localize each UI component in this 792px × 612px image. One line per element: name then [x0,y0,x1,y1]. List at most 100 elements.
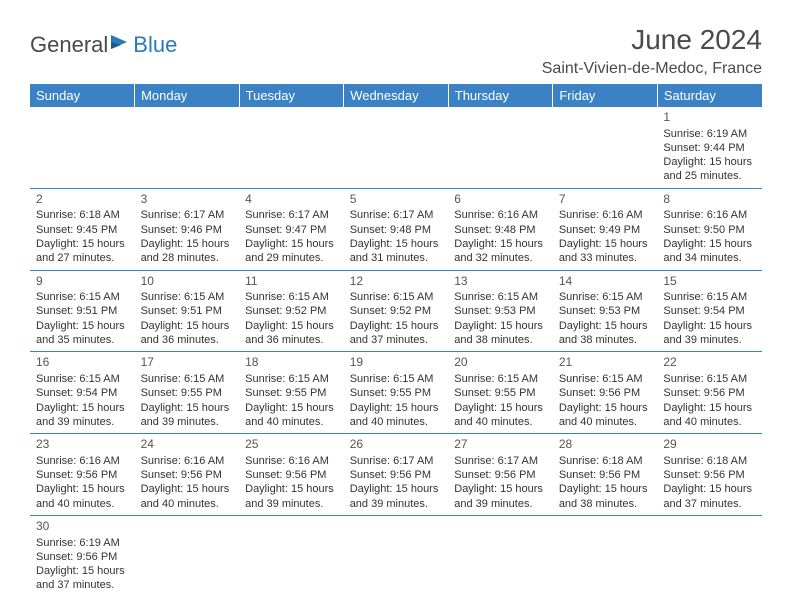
daylight-line: Daylight: 15 hours and 37 minutes. [36,564,129,593]
daylight-line: Daylight: 15 hours and 40 minutes. [454,401,547,430]
sunrise-line: Sunrise: 6:16 AM [663,208,756,222]
calendar-cell-empty [553,515,658,596]
sunset-line: Sunset: 9:53 PM [559,304,652,318]
day-header: Friday [553,84,658,107]
sunrise-line: Sunrise: 6:16 AM [454,208,547,222]
calendar-cell: 18Sunrise: 6:15 AMSunset: 9:55 PMDayligh… [239,352,344,434]
calendar-row: 23Sunrise: 6:16 AMSunset: 9:56 PMDayligh… [30,434,762,516]
daylight-line: Daylight: 15 hours and 27 minutes. [36,237,129,266]
day-header: Monday [135,84,240,107]
sunset-line: Sunset: 9:53 PM [454,304,547,318]
daylight-line: Daylight: 15 hours and 31 minutes. [350,237,443,266]
sunset-line: Sunset: 9:54 PM [663,304,756,318]
calendar-cell: 13Sunrise: 6:15 AMSunset: 9:53 PMDayligh… [448,270,553,352]
calendar-cell: 14Sunrise: 6:15 AMSunset: 9:53 PMDayligh… [553,270,658,352]
sunset-line: Sunset: 9:56 PM [454,468,547,482]
daylight-line: Daylight: 15 hours and 37 minutes. [350,319,443,348]
calendar-cell: 29Sunrise: 6:18 AMSunset: 9:56 PMDayligh… [657,434,762,516]
calendar-cell: 22Sunrise: 6:15 AMSunset: 9:56 PMDayligh… [657,352,762,434]
sunrise-line: Sunrise: 6:15 AM [350,290,443,304]
day-number: 2 [36,192,129,208]
calendar-cell: 6Sunrise: 6:16 AMSunset: 9:48 PMDaylight… [448,188,553,270]
daylight-line: Daylight: 15 hours and 40 minutes. [663,401,756,430]
calendar-row: 1Sunrise: 6:19 AMSunset: 9:44 PMDaylight… [30,107,762,188]
flag-icon [109,33,131,58]
sunrise-line: Sunrise: 6:15 AM [36,290,129,304]
sunset-line: Sunset: 9:52 PM [350,304,443,318]
daylight-line: Daylight: 15 hours and 38 minutes. [454,319,547,348]
day-number: 3 [141,192,234,208]
sunset-line: Sunset: 9:48 PM [454,223,547,237]
calendar-cell-empty [448,515,553,596]
day-number: 22 [663,355,756,371]
sunset-line: Sunset: 9:49 PM [559,223,652,237]
sunrise-line: Sunrise: 6:15 AM [663,372,756,386]
day-number: 18 [245,355,338,371]
sunrise-line: Sunrise: 6:16 AM [141,454,234,468]
daylight-line: Daylight: 15 hours and 38 minutes. [559,482,652,511]
sunrise-line: Sunrise: 6:15 AM [245,290,338,304]
daylight-line: Daylight: 15 hours and 37 minutes. [663,482,756,511]
daylight-line: Daylight: 15 hours and 39 minutes. [663,319,756,348]
sunset-line: Sunset: 9:51 PM [141,304,234,318]
calendar-cell-empty [344,515,449,596]
calendar-cell: 15Sunrise: 6:15 AMSunset: 9:54 PMDayligh… [657,270,762,352]
calendar-cell: 27Sunrise: 6:17 AMSunset: 9:56 PMDayligh… [448,434,553,516]
calendar-cell-empty [135,515,240,596]
day-number: 17 [141,355,234,371]
sunset-line: Sunset: 9:52 PM [245,304,338,318]
day-number: 20 [454,355,547,371]
sunset-line: Sunset: 9:44 PM [663,141,756,155]
day-header: Tuesday [239,84,344,107]
sunset-line: Sunset: 9:56 PM [663,468,756,482]
daylight-line: Daylight: 15 hours and 40 minutes. [350,401,443,430]
daylight-line: Daylight: 15 hours and 39 minutes. [454,482,547,511]
calendar-cell-empty [135,107,240,188]
calendar-cell-empty [239,107,344,188]
day-number: 8 [663,192,756,208]
daylight-line: Daylight: 15 hours and 29 minutes. [245,237,338,266]
day-number: 25 [245,437,338,453]
daylight-line: Daylight: 15 hours and 40 minutes. [245,401,338,430]
sunrise-line: Sunrise: 6:16 AM [559,208,652,222]
daylight-line: Daylight: 15 hours and 39 minutes. [245,482,338,511]
calendar-cell: 9Sunrise: 6:15 AMSunset: 9:51 PMDaylight… [30,270,135,352]
month-title: June 2024 [542,24,762,56]
daylight-line: Daylight: 15 hours and 34 minutes. [663,237,756,266]
daylight-line: Daylight: 15 hours and 38 minutes. [559,319,652,348]
daylight-line: Daylight: 15 hours and 39 minutes. [36,401,129,430]
sunset-line: Sunset: 9:45 PM [36,223,129,237]
sunrise-line: Sunrise: 6:18 AM [36,208,129,222]
calendar-cell-empty [553,107,658,188]
calendar-cell: 8Sunrise: 6:16 AMSunset: 9:50 PMDaylight… [657,188,762,270]
day-number: 30 [36,519,129,535]
sunset-line: Sunset: 9:55 PM [454,386,547,400]
logo: General Blue [30,32,177,58]
sunrise-line: Sunrise: 6:17 AM [245,208,338,222]
calendar-cell: 5Sunrise: 6:17 AMSunset: 9:48 PMDaylight… [344,188,449,270]
day-number: 6 [454,192,547,208]
daylight-line: Daylight: 15 hours and 32 minutes. [454,237,547,266]
day-number: 13 [454,274,547,290]
day-header-row: SundayMondayTuesdayWednesdayThursdayFrid… [30,84,762,107]
sunset-line: Sunset: 9:56 PM [663,386,756,400]
day-number: 21 [559,355,652,371]
logo-text-blue: Blue [133,32,177,58]
sunrise-line: Sunrise: 6:15 AM [454,372,547,386]
sunset-line: Sunset: 9:56 PM [350,468,443,482]
calendar-row: 9Sunrise: 6:15 AMSunset: 9:51 PMDaylight… [30,270,762,352]
calendar-cell: 11Sunrise: 6:15 AMSunset: 9:52 PMDayligh… [239,270,344,352]
day-number: 12 [350,274,443,290]
calendar-row: 30Sunrise: 6:19 AMSunset: 9:56 PMDayligh… [30,515,762,596]
location: Saint-Vivien-de-Medoc, France [542,60,762,78]
sunset-line: Sunset: 9:54 PM [36,386,129,400]
day-header: Saturday [657,84,762,107]
header: General Blue June 2024 Saint-Vivien-de-M… [30,24,762,78]
day-header: Wednesday [344,84,449,107]
sunset-line: Sunset: 9:50 PM [663,223,756,237]
calendar-cell: 20Sunrise: 6:15 AMSunset: 9:55 PMDayligh… [448,352,553,434]
sunset-line: Sunset: 9:56 PM [245,468,338,482]
day-number: 5 [350,192,443,208]
day-number: 15 [663,274,756,290]
sunset-line: Sunset: 9:55 PM [245,386,338,400]
